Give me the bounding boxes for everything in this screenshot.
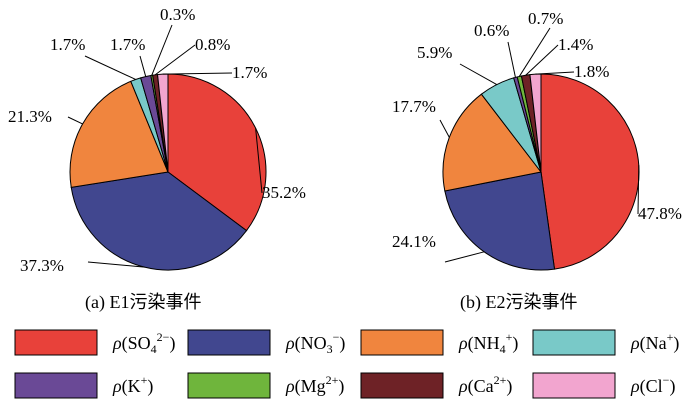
- pie-a-leader-so4: [255, 128, 263, 194]
- pie-a-caption: (a) E1污染事件: [85, 292, 201, 313]
- legend-label-nh4: ρ(NH4+): [458, 330, 518, 356]
- pie-b-label-mg: 0.7%: [528, 9, 563, 28]
- legend-item-so4: ρ(SO42−): [14, 329, 175, 356]
- pie-b-caption: (b) E2污染事件: [460, 292, 577, 313]
- legend-item-nh4: ρ(NH4+): [360, 329, 518, 356]
- pie-a: 35.2%37.3%21.3%1.7% 1.7%0.3%0.8%1.7%: [8, 5, 306, 275]
- pie-b-leader-cl: [535, 71, 575, 75]
- pie-b-label-k: 0.6%: [474, 21, 509, 40]
- pie-b-leader-no3: [444, 251, 485, 263]
- pie-b-label-na: 5.9%: [417, 43, 452, 62]
- pie-b-leader-so4: [637, 165, 640, 215]
- pie-a-label-na: 1.7%: [50, 35, 85, 54]
- legend-label-ca: ρ(Ca2+): [458, 373, 512, 397]
- legend-label-k: ρ(K+): [112, 373, 153, 397]
- legend-label-cl: ρ(Cl−): [630, 373, 675, 397]
- pie-a-leader-na: [84, 55, 136, 80]
- legend-item-na: ρ(Na+): [532, 329, 679, 356]
- legend: ρ(SO42−) ρ(NO3−) ρ(NH4+) ρ(Na+) ρ(K+) ρ(Mg2+)…: [14, 329, 679, 399]
- legend-swatch-mg: [187, 372, 271, 399]
- legend-swatch-nh4: [360, 329, 444, 356]
- legend-item-no3: ρ(NO3−): [187, 329, 345, 356]
- pie-a-label-so4: 35.2%: [262, 183, 306, 202]
- legend-item-mg: ρ(Mg2+): [187, 372, 344, 399]
- legend-swatch-so4: [14, 329, 98, 356]
- legend-label-na: ρ(Na+): [630, 330, 679, 354]
- legend-label-so4: ρ(SO42−): [112, 330, 175, 356]
- pie-b-label-so4: 47.8%: [638, 204, 682, 223]
- legend-item-k: ρ(K+): [14, 372, 153, 399]
- legend-swatch-ca: [360, 372, 444, 399]
- legend-swatch-k: [14, 372, 98, 399]
- pie-b-leader-mg: [518, 27, 551, 77]
- pie-b-label-nh4: 17.7%: [392, 97, 436, 116]
- legend-swatch-cl: [532, 372, 616, 399]
- pie-a-leader-ca: [154, 44, 196, 76]
- pie-a-label-k: 1.7%: [110, 35, 145, 54]
- pie-b-leader-k: [507, 41, 516, 78]
- pie-b-slice-so4: [540, 73, 640, 270]
- legend-item-cl: ρ(Cl−): [532, 372, 675, 399]
- pie-a-slice-nh4: [69, 80, 169, 188]
- pie-a-leader-cl: [162, 72, 233, 75]
- pie-b-leader-ca: [525, 44, 559, 76]
- pie-a-label-mg: 0.3%: [160, 5, 195, 24]
- legend-label-no3: ρ(NO3−): [285, 330, 345, 356]
- pie-a-leader-mg: [151, 24, 173, 76]
- pie-a-label-no3: 37.3%: [20, 256, 64, 275]
- pie-a-slice-no3: [70, 171, 248, 271]
- pie-b-leader-na: [459, 63, 498, 85]
- pie-b-label-ca: 1.4%: [558, 35, 593, 54]
- pie-a-label-cl: 1.7%: [232, 63, 267, 82]
- pie-a-label-ca: 0.8%: [195, 35, 230, 54]
- pie-b-label-no3: 24.1%: [392, 232, 436, 251]
- pie-b: 47.8% 24.1% 17.7% 5.9% 0.6% 0.7% 1.4% 1.8%: [392, 9, 682, 271]
- legend-label-mg: ρ(Mg2+): [285, 373, 344, 397]
- legend-item-ca: ρ(Ca2+): [360, 372, 512, 399]
- pie-a-label-nh4: 21.3%: [8, 107, 52, 126]
- pie-a-leader-nh4: [67, 116, 83, 125]
- pie-a-leader-no3: [87, 261, 145, 268]
- pie-b-leader-nh4: [439, 119, 450, 138]
- pie-a-leader-k: [139, 55, 147, 77]
- legend-swatch-na: [532, 329, 616, 356]
- legend-swatch-no3: [187, 329, 271, 356]
- pie-b-label-cl: 1.8%: [574, 62, 609, 81]
